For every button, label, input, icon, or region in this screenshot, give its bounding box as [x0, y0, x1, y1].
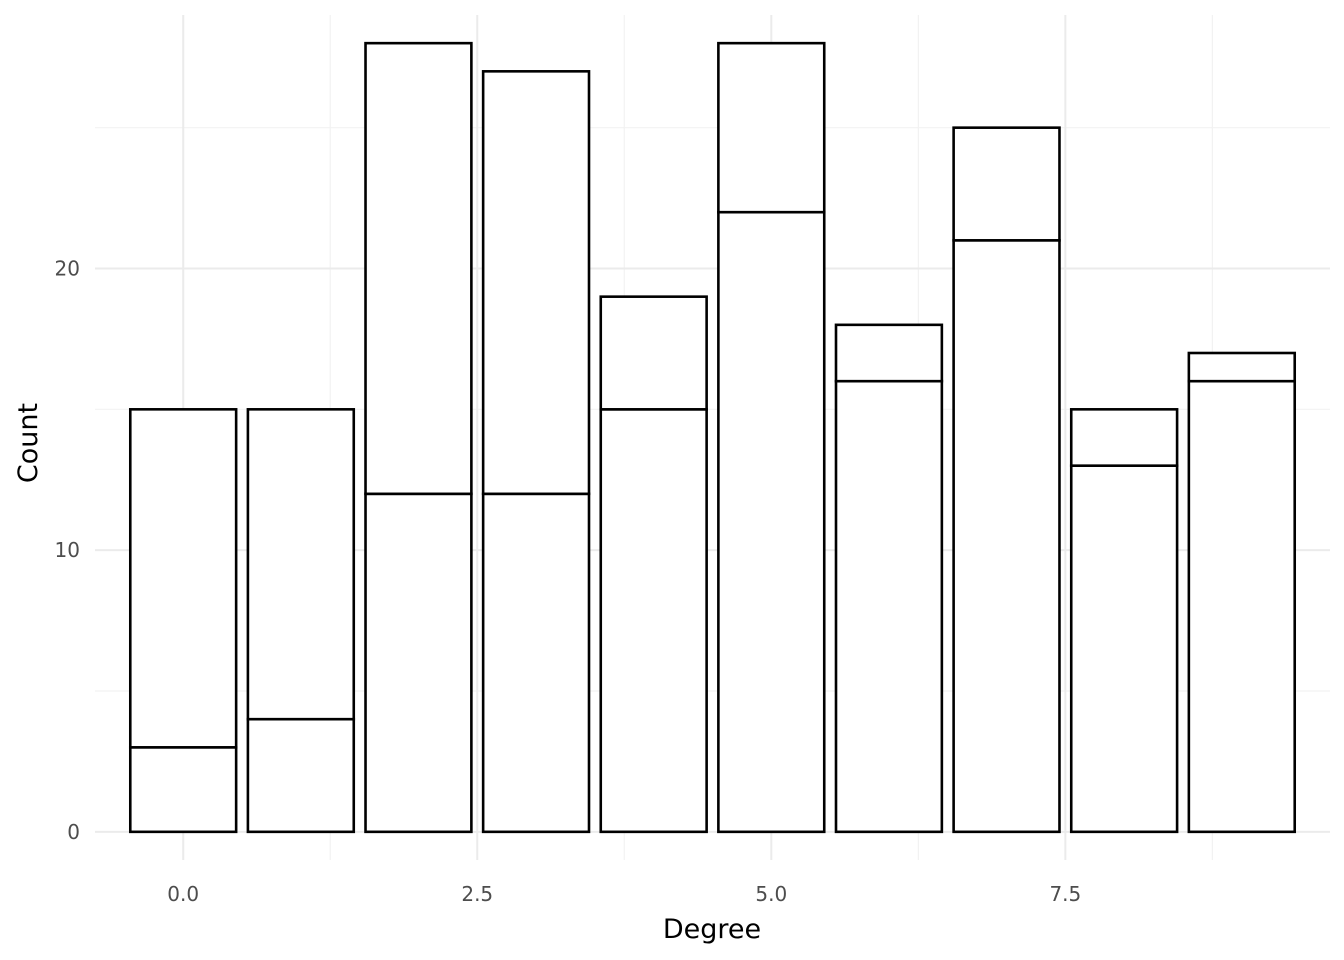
- y-tick-label: 20: [55, 257, 80, 281]
- bar-segment: [364, 492, 473, 834]
- bar-segment: [364, 41, 473, 496]
- bar-segment: [717, 210, 826, 834]
- bar-segment: [599, 295, 708, 411]
- bar-segment: [834, 323, 944, 383]
- bar-segment: [952, 126, 1061, 242]
- x-tick-label: 2.5: [461, 882, 493, 906]
- y-tick-label: 0: [67, 820, 80, 844]
- bar-segment: [246, 408, 356, 721]
- bar-segment: [481, 492, 591, 834]
- bars: [128, 41, 1297, 834]
- y-axis-title: Count: [13, 403, 44, 483]
- bar-segment: [1069, 464, 1179, 834]
- bar-segment: [599, 408, 708, 834]
- y-axis-ticks: 0 10 20: [55, 257, 80, 844]
- bar-segment: [128, 746, 238, 834]
- bar-segment: [481, 70, 591, 496]
- bar-segment: [246, 717, 356, 834]
- bar-segment: [834, 379, 944, 834]
- bar-segment: [952, 239, 1061, 834]
- bar-segment: [1187, 351, 1297, 383]
- x-tick-label: 0.0: [167, 882, 199, 906]
- bar-segment: [128, 408, 238, 749]
- x-tick-label: 7.5: [1049, 882, 1081, 906]
- y-tick-label: 10: [55, 538, 80, 562]
- x-axis-ticks: 0.0 2.5 5.0 7.5: [167, 882, 1081, 906]
- bar-segment: [1069, 408, 1179, 467]
- bar-segment: [717, 41, 826, 214]
- x-tick-label: 5.0: [755, 882, 787, 906]
- x-axis-title: Degree: [663, 914, 761, 945]
- bar-segment: [1187, 379, 1297, 834]
